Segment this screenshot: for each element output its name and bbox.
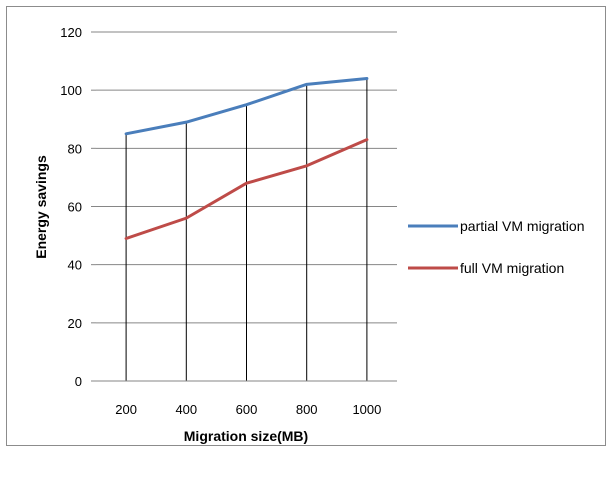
chart-frame (6, 6, 606, 446)
x-tick-label: 400 (175, 402, 197, 417)
y-tick-labels: 0 20 40 60 80 100 120 (60, 25, 82, 389)
x-tick-label: 600 (236, 402, 258, 417)
x-tick-label: 1000 (352, 402, 381, 417)
y-tick-label: 0 (75, 374, 82, 389)
series-line-1 (124, 138, 369, 240)
x-tick-label: 800 (296, 402, 318, 417)
y-tick-label: 100 (60, 83, 82, 98)
legend-label: partial VM migration (460, 218, 585, 234)
y-tick-label: 40 (68, 258, 82, 273)
legend: partial VM migration full VM migration (408, 218, 585, 276)
y-tick-label: 20 (68, 316, 82, 331)
y-tick-label: 60 (68, 200, 82, 215)
y-axis-title: Energy savings (33, 155, 49, 259)
x-tick-label: 200 (115, 402, 137, 417)
y-tick-label: 120 (60, 25, 82, 40)
series-line-0 (124, 77, 369, 136)
y-tick-label: 80 (68, 141, 82, 156)
gridlines (91, 31, 397, 382)
series-lines (124, 77, 369, 240)
x-axis-title: Migration size(MB) (184, 428, 308, 444)
legend-label: full VM migration (460, 260, 564, 276)
x-tick-labels: 200 400 600 800 1000 (115, 402, 381, 417)
